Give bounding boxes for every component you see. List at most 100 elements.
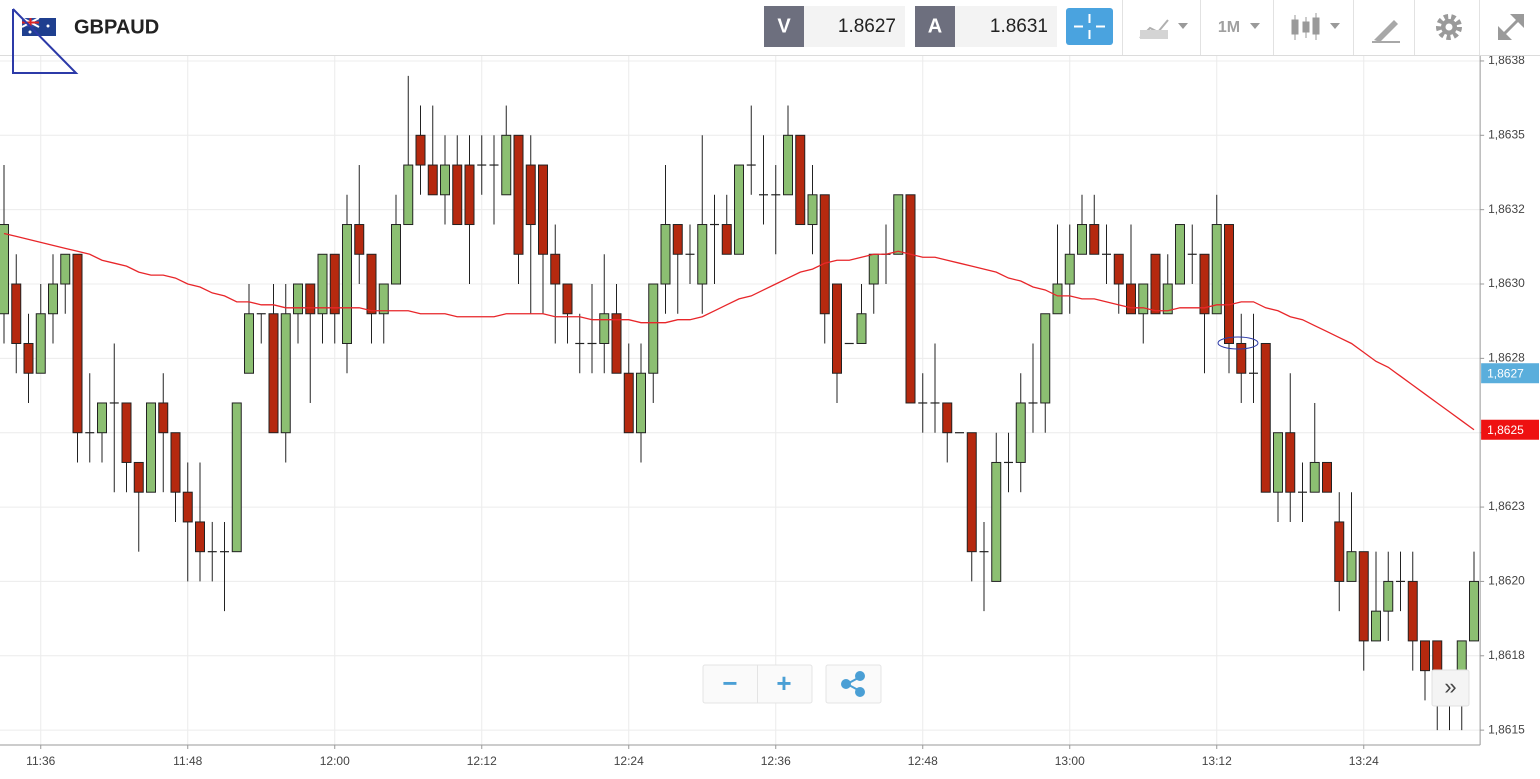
- candle-body: [391, 224, 401, 285]
- candle-body: [280, 313, 291, 434]
- x-tick-label: 12:12: [467, 754, 497, 768]
- x-tick-label: 12:48: [908, 754, 938, 768]
- candle-body: [1113, 253, 1124, 285]
- candle-body: [538, 164, 548, 255]
- candle-body: [415, 134, 426, 166]
- y-tick-label: 1,8630: [1488, 276, 1525, 290]
- x-tick-label: 13:00: [1055, 754, 1085, 768]
- price-tag-label: 1,8625: [1487, 423, 1524, 437]
- ask-label: A: [928, 15, 942, 37]
- x-tick-label: 11:36: [26, 754, 55, 768]
- candle-body: [427, 164, 438, 196]
- chart-type-button[interactable]: [1139, 19, 1188, 39]
- x-tick-label: 12:36: [761, 754, 791, 768]
- candle-body: [440, 164, 450, 196]
- candle-body: [1175, 224, 1185, 285]
- moving-average-line: [3, 232, 1475, 431]
- candle-body: [182, 491, 193, 523]
- candle-body: [342, 224, 352, 344]
- candle-body: [1260, 342, 1271, 493]
- fullscreen-button[interactable]: [1498, 14, 1524, 40]
- candle-body: [599, 313, 610, 344]
- candle-body: [1334, 521, 1345, 582]
- zoom-controls: [702, 664, 882, 704]
- x-tick-label: 12:24: [614, 754, 644, 768]
- bid-badge[interactable]: [764, 6, 804, 47]
- candle-style-button[interactable]: [1291, 13, 1340, 40]
- candle-body: [403, 164, 414, 226]
- candle-body: [1040, 313, 1051, 404]
- candle-body: [1126, 283, 1136, 315]
- ask-badge[interactable]: [915, 6, 955, 47]
- candle-body: [1346, 551, 1357, 582]
- candle-body: [1420, 640, 1430, 672]
- timeframe-button[interactable]: 1M: [1218, 19, 1240, 36]
- candle-body: [1052, 283, 1063, 315]
- candle-body: [660, 224, 671, 285]
- y-tick-label: 1,8628: [1488, 351, 1525, 365]
- candle-body: [1224, 224, 1234, 344]
- candle-body: [868, 253, 879, 285]
- candle-body: [158, 402, 169, 434]
- candle-body: [832, 283, 842, 374]
- candle-body: [317, 253, 328, 315]
- candle-body: [1358, 551, 1369, 642]
- price-tag: [1481, 363, 1539, 384]
- share-button[interactable]: [841, 671, 865, 697]
- zoom-in-button[interactable]: +: [776, 668, 791, 698]
- candle-body: [550, 253, 561, 285]
- candle-body: [1064, 253, 1075, 285]
- candle-body: [268, 313, 279, 434]
- candle-body: [60, 253, 71, 285]
- candle-body: [648, 283, 659, 374]
- candle-body: [623, 372, 634, 434]
- y-tick-label: 1,8620: [1488, 574, 1525, 588]
- y-tick-label: 1,8615: [1488, 722, 1525, 736]
- candle-body: [231, 402, 242, 553]
- candle-body: [501, 134, 512, 196]
- candle-body: [807, 194, 818, 226]
- candle-body: [1322, 461, 1332, 493]
- y-tick-label: 1,8618: [1488, 648, 1525, 662]
- y-tick-label: 1,8623: [1488, 499, 1525, 513]
- candle-body: [1309, 461, 1320, 493]
- candle-body: [1383, 580, 1394, 612]
- candle-body: [1273, 432, 1283, 493]
- zoom-out-button[interactable]: −: [722, 668, 737, 698]
- candle-body: [464, 164, 475, 226]
- candle-body: [672, 224, 683, 255]
- x-tick-label: 11:48: [173, 754, 202, 768]
- drawing-tool-button[interactable]: [1372, 20, 1400, 43]
- candle-body: [146, 402, 156, 493]
- bid-label: V: [777, 15, 791, 37]
- candle-body: [636, 372, 646, 434]
- crosshair-button[interactable]: [1066, 8, 1113, 45]
- candle-body: [1211, 224, 1222, 315]
- candle-body: [1199, 253, 1210, 315]
- candle-body: [991, 461, 1002, 582]
- candle-body: [893, 194, 904, 255]
- bid-price: 1.8627: [838, 16, 896, 37]
- candle-body: [942, 402, 953, 434]
- settings-button[interactable]: [1436, 14, 1462, 40]
- candle-body: [354, 224, 365, 255]
- candle-body: [133, 461, 144, 493]
- candle-body: [1371, 610, 1381, 642]
- ask-box: [955, 6, 1057, 47]
- candle-body: [23, 342, 34, 374]
- candle-body: [11, 283, 22, 344]
- drawn-ellipse: [1217, 336, 1259, 350]
- candle-body: [195, 521, 205, 553]
- candle-body: [35, 313, 46, 374]
- candle-body: [48, 283, 58, 315]
- symbol: GBPAUD: [74, 16, 159, 38]
- flag-icon: [21, 17, 56, 36]
- scroll-to-end-button[interactable]: »: [1444, 674, 1456, 699]
- candle-body: [329, 253, 340, 315]
- ask-price: 1.8631: [990, 16, 1048, 37]
- candle-body: [293, 283, 303, 315]
- candle-body: [795, 134, 806, 226]
- candle-body: [525, 164, 536, 226]
